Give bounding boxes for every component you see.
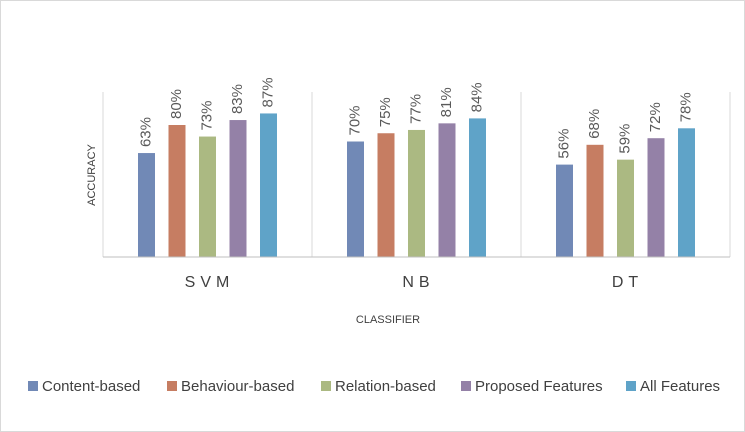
bar	[678, 128, 695, 257]
bar	[377, 133, 395, 257]
bar	[199, 136, 216, 257]
data-label: 59%	[616, 124, 633, 154]
data-label: 81%	[438, 87, 455, 117]
data-label: 68%	[586, 109, 603, 139]
legend-swatch	[626, 381, 636, 391]
data-label: 72%	[647, 102, 664, 132]
data-label: 84%	[468, 82, 485, 112]
legend-swatch	[461, 381, 471, 391]
data-label: 87%	[259, 77, 276, 107]
data-label: 78%	[677, 92, 694, 122]
bar	[586, 144, 604, 257]
bar	[617, 159, 634, 257]
bar	[438, 123, 456, 257]
bar	[647, 138, 665, 257]
legend-swatch	[167, 381, 177, 391]
y-axis-title: ACCURACY	[86, 143, 98, 205]
x-tick-label: SVM	[185, 274, 235, 291]
data-label: 73%	[198, 101, 215, 131]
x-tick-label: NB	[402, 274, 434, 291]
bar	[168, 125, 186, 257]
x-axis-title: CLASSIFIER	[356, 314, 420, 326]
data-label: 63%	[137, 117, 154, 147]
legend-label: Content-based	[42, 378, 140, 395]
bar	[556, 164, 573, 257]
data-label: 75%	[377, 97, 394, 127]
legend-label: All Features	[640, 378, 720, 395]
data-label: 77%	[407, 94, 424, 124]
data-label: 80%	[168, 89, 185, 119]
bar	[408, 129, 425, 257]
data-label: 83%	[229, 84, 246, 114]
bar	[138, 153, 155, 257]
data-label: 56%	[555, 129, 572, 159]
legend-label: Relation-based	[335, 378, 436, 395]
legend-label: Proposed Features	[475, 378, 603, 395]
bar	[229, 120, 247, 257]
bar	[260, 113, 277, 257]
legend-swatch	[321, 381, 331, 391]
legend-label: Behaviour-based	[181, 378, 294, 395]
data-label: 70%	[346, 105, 363, 135]
legend-swatch	[28, 381, 38, 391]
bar	[469, 118, 486, 258]
x-tick-label: DT	[612, 274, 643, 291]
bar	[347, 141, 364, 257]
